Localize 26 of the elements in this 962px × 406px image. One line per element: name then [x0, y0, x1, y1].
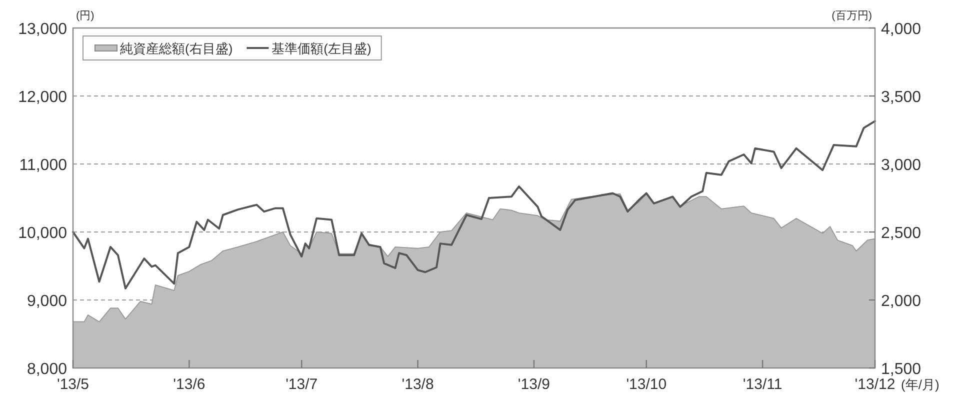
x-tick-label: '13/10 [626, 376, 667, 393]
y2-tick-label: 4,000 [881, 21, 922, 38]
legend-label: 純資産総額(右目盛) [120, 41, 233, 56]
y2-axis-title: (百万円) [832, 10, 872, 22]
x-axis-title: (年/月) [901, 377, 940, 392]
x-tick-label: '13/7 [286, 376, 318, 393]
x-tick-label: '13/8 [402, 376, 434, 393]
x-tick-label: '13/12 [854, 376, 896, 393]
y2-tick-label: 1,500 [881, 361, 922, 378]
y-tick-label: 8,000 [26, 361, 68, 378]
x-tick-label: '13/11 [742, 376, 782, 393]
y-tick-label: 11,000 [19, 157, 68, 174]
y2-tick-label: 3,500 [881, 89, 922, 106]
y2-tick-label: 2,000 [881, 293, 922, 310]
y-tick-label: 10,000 [18, 225, 68, 242]
y-tick-label: 13,000 [18, 21, 68, 38]
y2-tick-label: 2,500 [881, 225, 922, 242]
y-axis-title: (円) [76, 10, 94, 22]
x-tick-label: '13/6 [173, 376, 206, 393]
y-tick-label: 9,000 [26, 293, 68, 310]
x-tick-label: '13/5 [56, 376, 90, 393]
y-tick-label: 12,000 [18, 89, 68, 106]
y2-tick-label: 3,000 [881, 157, 922, 174]
legend-label: 基準価額(左目盛) [272, 41, 372, 56]
x-tick-label: '13/9 [518, 376, 550, 393]
line-series [72, 120, 876, 290]
